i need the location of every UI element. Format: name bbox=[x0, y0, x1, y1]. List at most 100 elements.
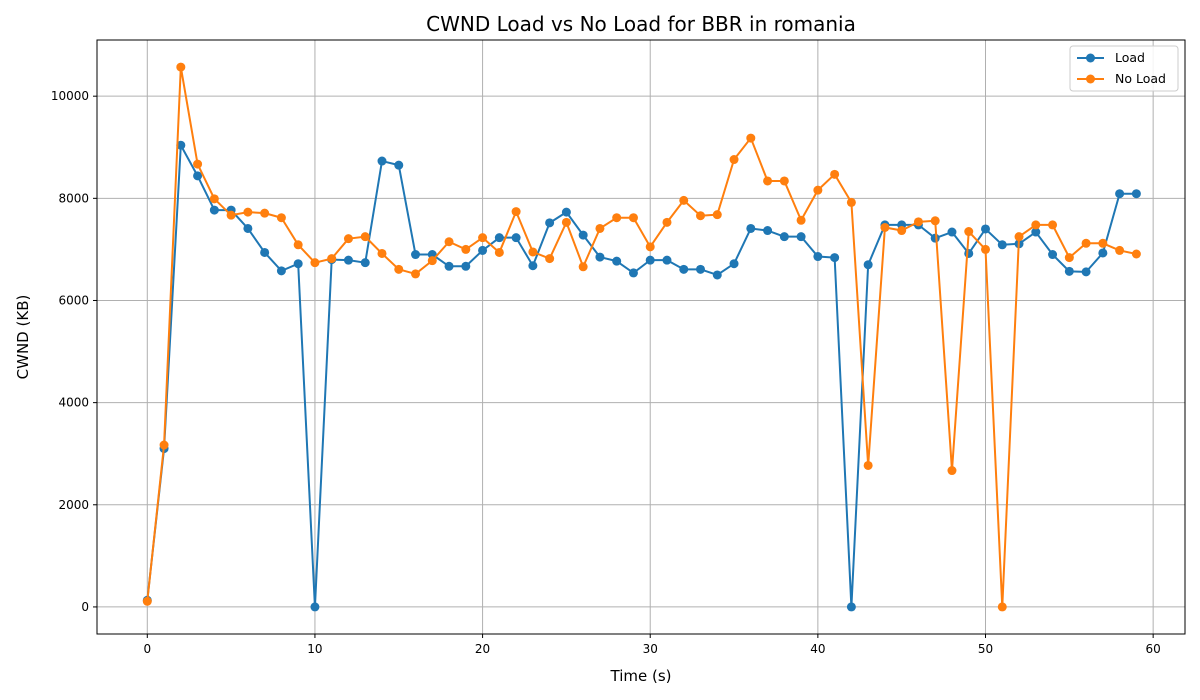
data-point-load bbox=[545, 218, 555, 228]
data-point-load bbox=[444, 261, 454, 271]
data-point-no-load bbox=[159, 440, 169, 450]
data-point-load bbox=[813, 252, 823, 262]
data-point-no-load bbox=[863, 460, 873, 470]
data-point-no-load bbox=[763, 176, 773, 186]
data-point-no-load bbox=[947, 466, 957, 476]
data-point-no-load bbox=[427, 256, 437, 266]
data-point-load bbox=[478, 245, 488, 255]
data-point-load bbox=[394, 160, 404, 170]
data-point-load bbox=[1031, 227, 1041, 237]
x-tick-label: 30 bbox=[643, 642, 658, 656]
y-tick-label: 4000 bbox=[58, 396, 89, 410]
data-point-no-load bbox=[226, 210, 236, 220]
data-point-load bbox=[578, 230, 588, 240]
data-point-load bbox=[779, 232, 789, 242]
data-point-load bbox=[947, 227, 957, 237]
data-point-load bbox=[511, 233, 521, 243]
data-point-no-load bbox=[880, 222, 890, 232]
data-point-no-load bbox=[930, 216, 940, 226]
data-point-load bbox=[193, 171, 203, 181]
y-tick-label: 8000 bbox=[58, 191, 89, 205]
grid-lines bbox=[97, 40, 1185, 634]
data-point-no-load bbox=[528, 247, 538, 257]
data-point-no-load bbox=[260, 208, 270, 218]
data-point-load bbox=[360, 258, 370, 268]
series-line-load bbox=[146, 144, 1137, 608]
data-point-no-load bbox=[997, 602, 1007, 612]
data-point-no-load bbox=[662, 217, 672, 227]
data-point-load bbox=[846, 602, 856, 612]
data-point-no-load bbox=[193, 159, 203, 169]
data-point-no-load bbox=[813, 185, 823, 195]
data-point-no-load bbox=[981, 244, 991, 254]
chart-title: CWND Load vs No Load for BBR in romania bbox=[426, 12, 856, 36]
data-point-load bbox=[1115, 189, 1125, 199]
data-point-load bbox=[612, 256, 622, 266]
y-tick-label: 2000 bbox=[58, 498, 89, 512]
data-point-load bbox=[997, 240, 1007, 250]
data-point-load bbox=[712, 270, 722, 280]
data-point-no-load bbox=[729, 155, 739, 165]
data-point-no-load bbox=[310, 258, 320, 268]
data-point-no-load bbox=[444, 237, 454, 247]
y-tick-label: 0 bbox=[81, 600, 89, 614]
data-point-no-load bbox=[578, 262, 588, 272]
data-point-load bbox=[763, 226, 773, 236]
data-point-no-load bbox=[595, 223, 605, 233]
series-layer bbox=[142, 62, 1141, 612]
data-point-load bbox=[343, 255, 353, 265]
data-point-load bbox=[863, 260, 873, 270]
data-point-no-load bbox=[612, 213, 622, 223]
data-point-load bbox=[293, 259, 303, 269]
x-axis-label: Time (s) bbox=[610, 667, 672, 685]
x-tick-label: 10 bbox=[307, 642, 322, 656]
data-point-no-load bbox=[276, 213, 286, 223]
plot-frame bbox=[96, 39, 1186, 635]
data-point-no-load bbox=[746, 133, 756, 143]
data-point-load bbox=[1098, 248, 1108, 258]
y-tick-label: 10000 bbox=[51, 89, 89, 103]
data-point-no-load bbox=[293, 240, 303, 250]
data-point-no-load bbox=[1048, 220, 1058, 230]
data-point-load bbox=[1131, 189, 1141, 199]
data-point-no-load bbox=[377, 248, 387, 258]
data-point-no-load bbox=[478, 233, 488, 243]
data-point-no-load bbox=[628, 213, 638, 223]
series-no-load bbox=[142, 62, 1141, 612]
data-point-load bbox=[1048, 250, 1058, 260]
data-point-no-load bbox=[461, 244, 471, 254]
data-point-load bbox=[729, 259, 739, 269]
data-point-no-load bbox=[796, 215, 806, 225]
data-point-no-load bbox=[1014, 232, 1024, 242]
data-point-load bbox=[595, 252, 605, 262]
data-point-load bbox=[260, 247, 270, 257]
y-tick-label: 6000 bbox=[58, 293, 89, 307]
data-point-no-load bbox=[1131, 249, 1141, 259]
data-point-load bbox=[679, 264, 689, 274]
legend: Load No Load bbox=[1069, 45, 1179, 92]
x-tick-label: 50 bbox=[978, 642, 993, 656]
data-point-no-load bbox=[897, 226, 907, 236]
x-tick-label: 0 bbox=[143, 642, 151, 656]
data-point-load bbox=[461, 261, 471, 271]
data-point-load bbox=[411, 250, 421, 260]
data-point-no-load bbox=[545, 254, 555, 264]
series-load bbox=[142, 140, 1141, 612]
data-point-load bbox=[176, 140, 186, 150]
data-point-no-load bbox=[1115, 245, 1125, 255]
legend-label-load: Load bbox=[1115, 50, 1145, 65]
data-point-no-load bbox=[913, 217, 923, 227]
data-point-load bbox=[628, 268, 638, 278]
data-point-no-load bbox=[561, 217, 571, 227]
legend-marker-no-load bbox=[1086, 74, 1095, 84]
data-point-no-load bbox=[779, 176, 789, 186]
data-point-no-load bbox=[411, 269, 421, 279]
data-point-load bbox=[981, 224, 991, 234]
data-point-no-load bbox=[176, 62, 186, 72]
data-point-no-load bbox=[209, 194, 219, 204]
data-point-load bbox=[209, 205, 219, 215]
x-tick-label: 20 bbox=[475, 642, 490, 656]
data-point-load bbox=[830, 253, 840, 263]
data-point-load bbox=[964, 248, 974, 258]
x-tick-label: 60 bbox=[1146, 642, 1161, 656]
